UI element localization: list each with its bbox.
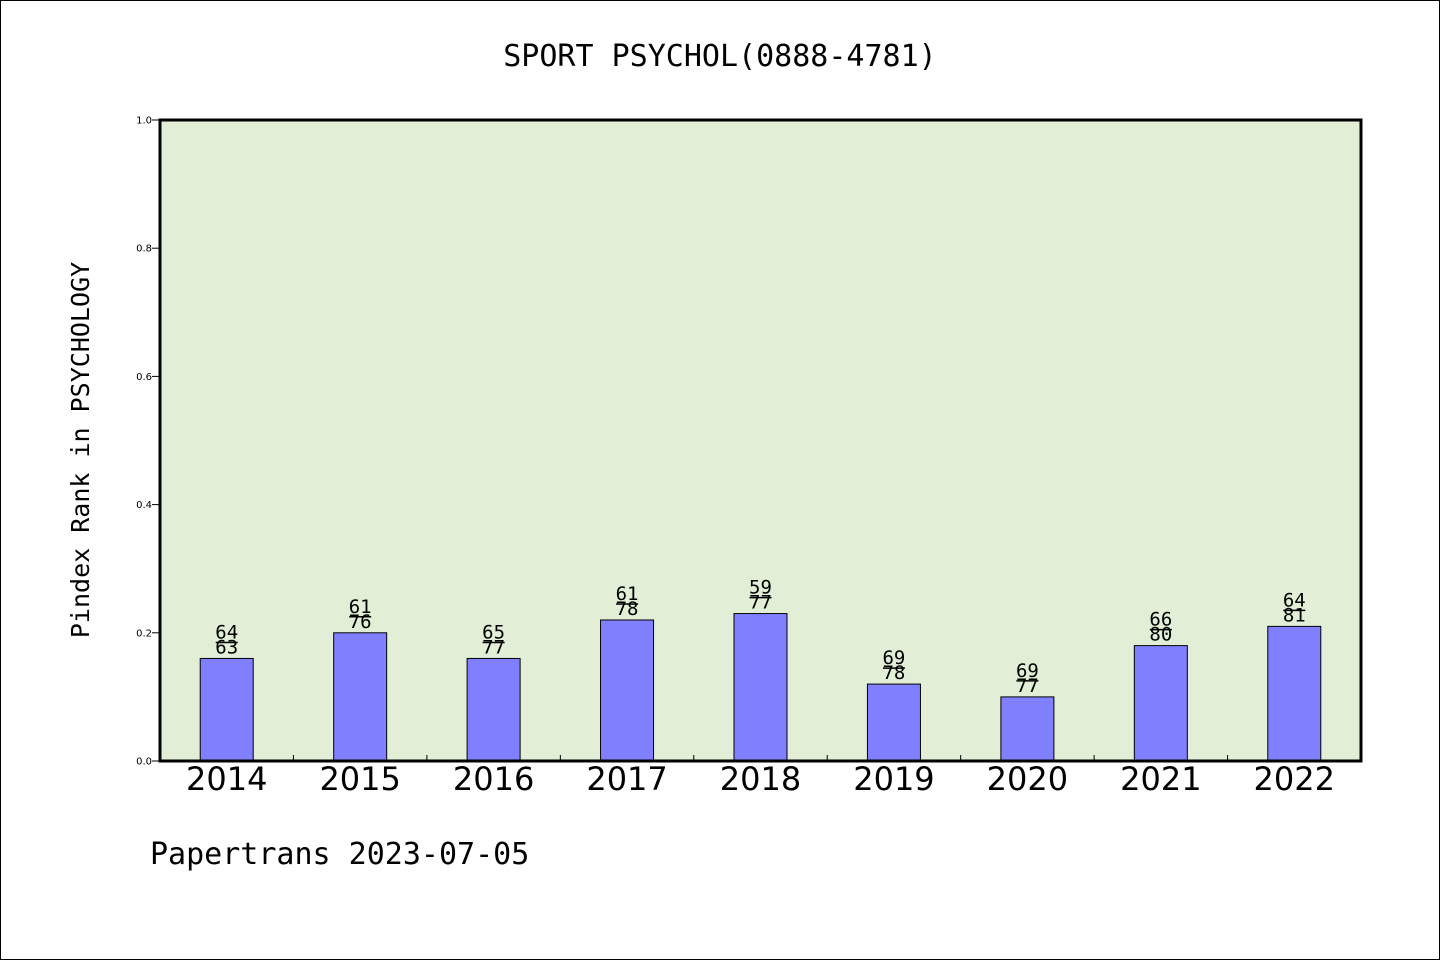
x-tick-label: 2019 [853, 760, 934, 798]
bar-rank-label: 65 [482, 621, 505, 643]
chart-title: SPORT PSYCHOL(0888-4781) [503, 39, 936, 74]
bar-2020 [1000, 696, 1055, 762]
bar-rank-label: 64 [1283, 589, 1306, 611]
y-tick-label: 0.6 [136, 372, 152, 383]
y-axis-label: Pindex Rank in PSYCHOLOGY [66, 262, 95, 638]
bar-2021 [1133, 645, 1188, 762]
bar-2018 [733, 613, 788, 762]
bar-rank-label: 69 [882, 647, 905, 669]
bar-total-label: 77 [1016, 675, 1039, 697]
bar-total-label: 76 [349, 611, 372, 633]
y-tick-label: 0.4 [136, 500, 152, 511]
bar-rank-label: 59 [749, 577, 772, 599]
bars [199, 613, 1322, 762]
bar-2019 [866, 683, 921, 762]
bar-2022 [1267, 625, 1322, 762]
x-tick-labels: 2014 2015 2016 2017 2018 2019 2020 2021 2022 [186, 760, 1335, 798]
y-ticks: 0.0 0.2 0.4 0.6 0.8 1.0 [136, 116, 160, 768]
bar-rank-label: 69 [1016, 660, 1039, 682]
bar-rank-label: 61 [349, 596, 372, 618]
y-tick-label: 0.8 [136, 244, 152, 255]
footer-source: Papertrans 2023-07-05 [150, 837, 529, 872]
bar-total-label: 77 [482, 636, 505, 658]
x-tick-label: 2015 [319, 760, 400, 798]
bar-2017 [600, 619, 655, 762]
x-tick-label: 2014 [186, 760, 267, 798]
bar-rank-label: 64 [215, 621, 238, 643]
bar-total-label: 77 [749, 592, 772, 614]
x-tick-label: 2017 [586, 760, 667, 798]
bar-total-label: 78 [616, 598, 639, 620]
y-tick-label: 0.0 [136, 757, 152, 768]
bar-total-label: 81 [1283, 604, 1306, 626]
bar-rank-label: 66 [1149, 609, 1172, 631]
x-tick-label: 2021 [1120, 760, 1201, 798]
bar-2014 [199, 657, 254, 762]
y-tick-label: 0.2 [136, 628, 152, 639]
x-tick-label: 2018 [720, 760, 801, 798]
y-tick-label: 1.0 [136, 116, 152, 127]
bar-total-label: 63 [215, 636, 238, 658]
bar-total-label: 78 [882, 662, 905, 684]
plot-border [158, 118, 1363, 763]
bar-rank-label: 61 [616, 583, 639, 605]
bar-2016 [466, 657, 521, 762]
x-tick-label: 2022 [1254, 760, 1335, 798]
bar-total-label: 80 [1149, 624, 1172, 646]
x-tick-label: 2020 [987, 760, 1068, 798]
bar-2015 [333, 632, 388, 762]
x-tick-label: 2016 [453, 760, 534, 798]
